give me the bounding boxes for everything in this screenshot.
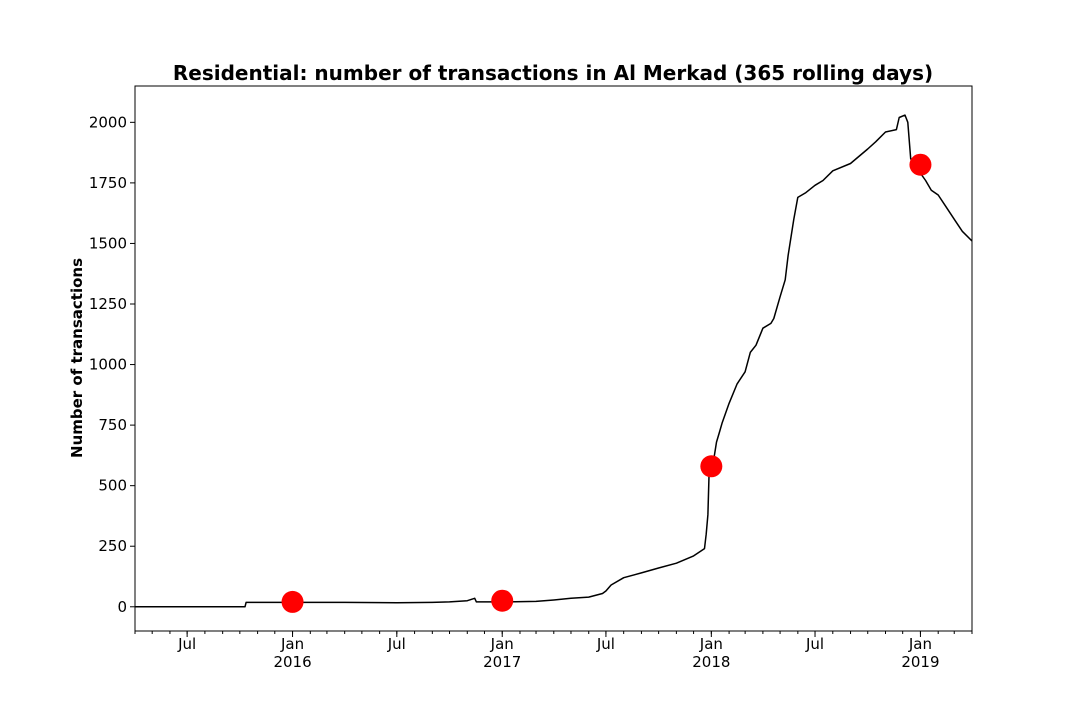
x-tick-label: Jan: [280, 635, 304, 653]
y-tick-label: 2000: [89, 113, 127, 131]
plot-area: [135, 114, 973, 613]
marker-point: [281, 590, 304, 613]
x-tick-label: Jul: [596, 635, 615, 653]
y-tick-label: 0: [117, 598, 127, 616]
y-tick-label: 750: [98, 416, 127, 434]
x-tick-label: Jan: [699, 635, 723, 653]
x-tick-label: Jan: [908, 635, 932, 653]
series-line: [135, 114, 973, 608]
y-tick-label: 1000: [89, 356, 127, 374]
y-tick-label: 1250: [89, 295, 127, 313]
chart-title: Residential: number of transactions in A…: [173, 61, 933, 85]
x-tick-year-label: 2018: [692, 653, 730, 671]
y-tick-label: 1750: [89, 174, 127, 192]
x-tick-label: Jul: [387, 635, 406, 653]
x-tick-year-label: 2017: [483, 653, 521, 671]
x-tick-year-label: 2016: [273, 653, 311, 671]
marker-point: [491, 589, 514, 612]
x-tick-label: Jul: [805, 635, 824, 653]
x-tick-year-label: 2019: [901, 653, 939, 671]
y-tick-label: 500: [98, 477, 127, 495]
x-tick-label: Jul: [177, 635, 196, 653]
marker-point: [700, 455, 723, 478]
marker-point: [909, 153, 932, 176]
y-tick-label: 1500: [89, 234, 127, 252]
y-axis-label: Number of transactions: [68, 258, 86, 458]
plot-frame: [134, 85, 973, 632]
x-tick-label: Jan: [490, 635, 514, 653]
y-tick-label: 250: [98, 537, 127, 555]
